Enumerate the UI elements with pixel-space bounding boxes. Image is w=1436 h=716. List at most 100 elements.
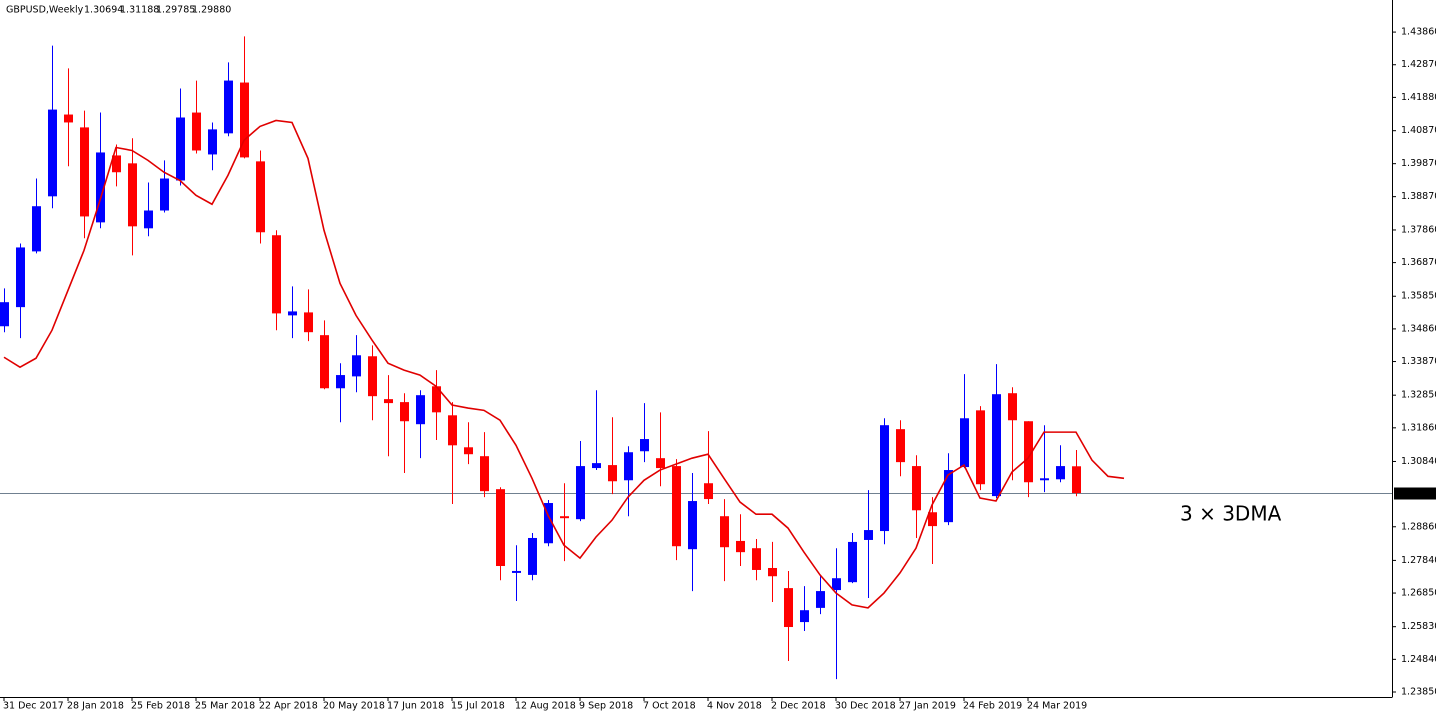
- candle-body: [208, 129, 217, 155]
- candle-body: [224, 80, 233, 134]
- x-tick-label: 7 Oct 2018: [643, 701, 696, 712]
- y-tick-label: 1.37860: [1401, 224, 1436, 235]
- candle-body: [144, 210, 153, 229]
- candle-body: [400, 402, 409, 422]
- y-tick-label: 1.27840: [1401, 555, 1436, 566]
- chart-title: GBPUSD,Weekly: [6, 5, 84, 16]
- candle-body: [832, 578, 841, 591]
- y-tick-label: 1.30840: [1401, 456, 1436, 467]
- candle-body: [1024, 421, 1033, 483]
- y-tick-label: 1.35850: [1401, 291, 1436, 302]
- x-tick-label: 25 Feb 2018: [131, 701, 190, 712]
- candle-body: [464, 447, 473, 455]
- candle-body: [896, 429, 905, 463]
- candle-body: [560, 516, 569, 519]
- candle-body: [288, 311, 297, 316]
- candle-body: [576, 466, 585, 520]
- candle-body: [656, 458, 665, 469]
- candle-body: [912, 466, 921, 511]
- x-tick-label: 12 Aug 2018: [515, 701, 576, 712]
- candle-body: [64, 114, 73, 123]
- y-tick-label: 1.26850: [1401, 588, 1436, 599]
- candle-body: [240, 82, 249, 158]
- current-price-label: 1.29880: [1398, 488, 1436, 499]
- y-tick-label: 1.28860: [1401, 521, 1436, 532]
- y-tick-label: 1.40870: [1401, 125, 1436, 136]
- y-tick-label: 1.23850: [1401, 686, 1436, 697]
- candle-body: [320, 335, 329, 389]
- ohlc-label: 1.29880: [192, 5, 231, 16]
- y-tick-label: 1.41880: [1401, 92, 1436, 103]
- ohlc-label: 1.31188: [120, 5, 159, 16]
- candle-body: [80, 127, 89, 217]
- y-tick-label: 1.39870: [1401, 158, 1436, 169]
- y-tick-label: 1.34860: [1401, 323, 1436, 334]
- x-tick-label: 20 May 2018: [323, 701, 385, 712]
- candle-body: [1040, 478, 1049, 481]
- candle-body: [624, 452, 633, 481]
- candle-body: [848, 541, 857, 583]
- x-tick-label: 24 Feb 2019: [963, 701, 1022, 712]
- y-tick-label: 1.25830: [1401, 621, 1436, 632]
- x-tick-label: 15 Jul 2018: [451, 701, 505, 712]
- candle-body: [864, 530, 873, 540]
- candle-body: [352, 355, 361, 377]
- candle-body: [96, 152, 105, 223]
- candle-body: [1008, 393, 1017, 421]
- candle-body: [992, 394, 1001, 497]
- x-tick-label: 24 Mar 2019: [1027, 701, 1087, 712]
- y-tick-label: 1.42870: [1401, 59, 1436, 70]
- candle-body: [128, 163, 137, 227]
- candle-body: [176, 117, 185, 181]
- y-tick-label: 1.38870: [1401, 191, 1436, 202]
- candle-body: [1056, 466, 1065, 480]
- candle-body: [336, 375, 345, 389]
- candle-body: [496, 489, 505, 567]
- candle-body: [48, 109, 57, 197]
- x-tick-label: 17 Jun 2018: [387, 701, 444, 712]
- candle-body: [112, 155, 121, 173]
- candle-body: [880, 425, 889, 532]
- candle-body: [528, 537, 537, 575]
- candle-body: [192, 112, 201, 151]
- candle-body: [688, 501, 697, 550]
- y-tick-label: 1.24840: [1401, 654, 1436, 665]
- ohlc-label: 1.30694: [84, 5, 123, 16]
- x-tick-label: 31 Dec 2017: [3, 701, 64, 712]
- x-tick-label: 22 Apr 2018: [259, 701, 318, 712]
- x-tick-label: 30 Dec 2018: [835, 701, 896, 712]
- candle-body: [928, 512, 937, 527]
- candle-body: [976, 410, 985, 485]
- candle-body: [1072, 466, 1081, 494]
- candle-body: [16, 247, 25, 308]
- candle-body: [592, 463, 601, 469]
- candle-body: [672, 466, 681, 547]
- y-tick-label: 1.43860: [1401, 27, 1436, 38]
- candle-body: [160, 178, 169, 211]
- x-tick-label: 2 Dec 2018: [771, 701, 826, 712]
- candle-body: [448, 415, 457, 446]
- ohlc-label: 1.29785: [156, 5, 195, 16]
- candle-body: [32, 206, 41, 252]
- y-tick-label: 1.32850: [1401, 390, 1436, 401]
- candle-body: [960, 418, 969, 468]
- y-tick-label: 1.36870: [1401, 257, 1436, 268]
- y-tick-label: 1.31860: [1401, 422, 1436, 433]
- candle-body: [704, 483, 713, 500]
- candle-body: [768, 567, 777, 577]
- candle-body: [944, 470, 953, 523]
- candle-body: [816, 591, 825, 608]
- x-tick-label: 25 Mar 2018: [195, 701, 255, 712]
- candle-body: [608, 465, 617, 482]
- candle-body: [640, 439, 649, 452]
- candle-body: [512, 570, 521, 573]
- candle-body: [784, 588, 793, 628]
- candle-body: [304, 312, 313, 333]
- x-tick-label: 28 Jan 2018: [67, 701, 124, 712]
- candle-body: [752, 548, 761, 570]
- x-tick-label: 4 Nov 2018: [707, 701, 762, 712]
- candle-body: [720, 516, 729, 548]
- ma-line: [3, 119, 1125, 609]
